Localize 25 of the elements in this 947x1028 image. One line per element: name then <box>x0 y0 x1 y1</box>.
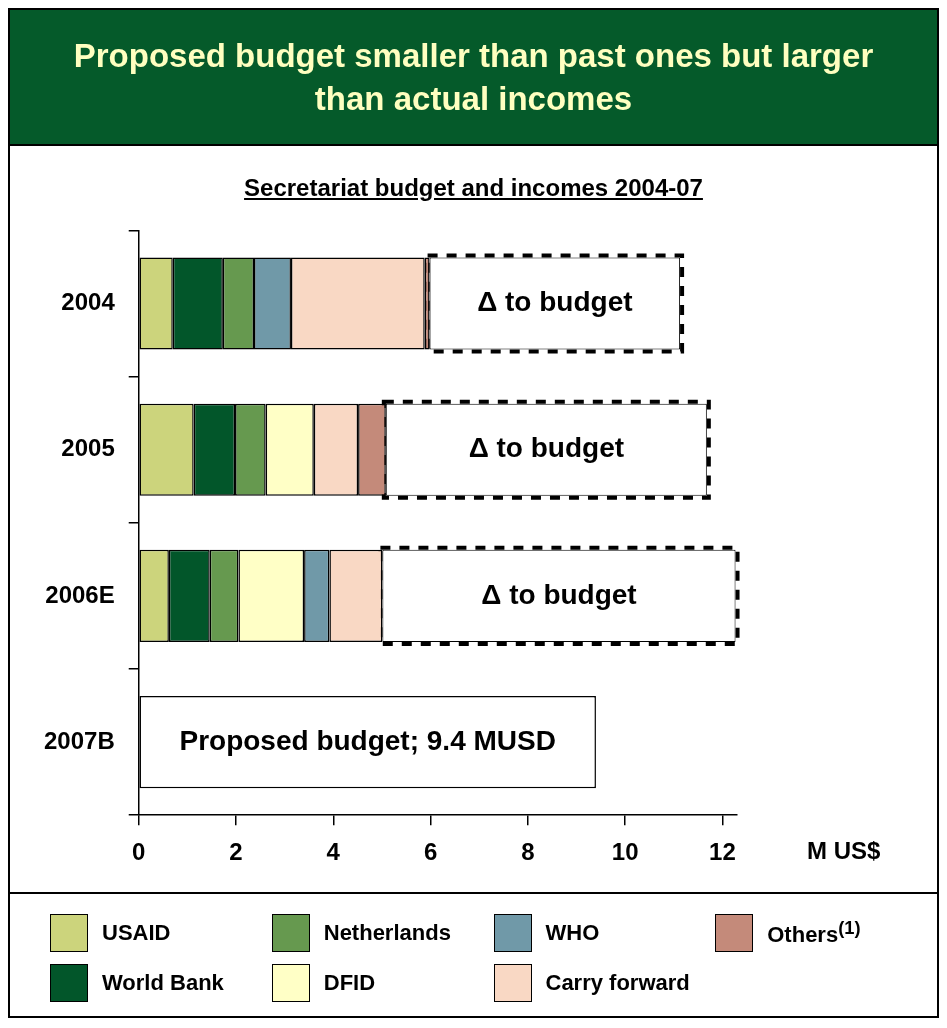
legend-label: Carry forward <box>545 970 690 996</box>
y-tick-label: 2005 <box>61 434 115 462</box>
data-label: Proposed budget; 9.4 MUSD <box>179 724 556 756</box>
x-tick-label: 8 <box>521 838 535 866</box>
chart-subtitle: Secretariat budget and incomes 2004-07 <box>243 174 704 202</box>
legend-label: WHO <box>545 920 600 946</box>
x-tick-label: 12 <box>709 838 736 866</box>
y-tick-label: 2004 <box>61 288 116 316</box>
y-tick-label: 2006E <box>45 580 115 608</box>
data-label: Δ to budget <box>477 286 633 318</box>
x-tick-label: 0 <box>132 838 146 866</box>
x-tick-label: 6 <box>423 838 438 866</box>
x-tick-label: 10 <box>611 838 639 866</box>
data-label: Δ to budget <box>468 432 625 464</box>
legend-label: Others$^{(1)}$ <box>767 917 861 949</box>
legend-label: DFID <box>323 970 376 996</box>
x-axis-title: M US$ <box>807 836 881 864</box>
x-tick-label: 4 <box>326 838 341 866</box>
legend-label: World Bank <box>102 970 224 996</box>
legend-label: USAID <box>102 920 171 946</box>
chart-title: Proposed budget smaller than past ones but larger than actual incomes <box>10 10 937 146</box>
y-tick-label: 2007B <box>43 726 115 754</box>
data-label: Δ to budget <box>481 578 637 610</box>
x-tick-label: 2 <box>229 838 243 866</box>
legend-label: Netherlands <box>323 920 451 946</box>
